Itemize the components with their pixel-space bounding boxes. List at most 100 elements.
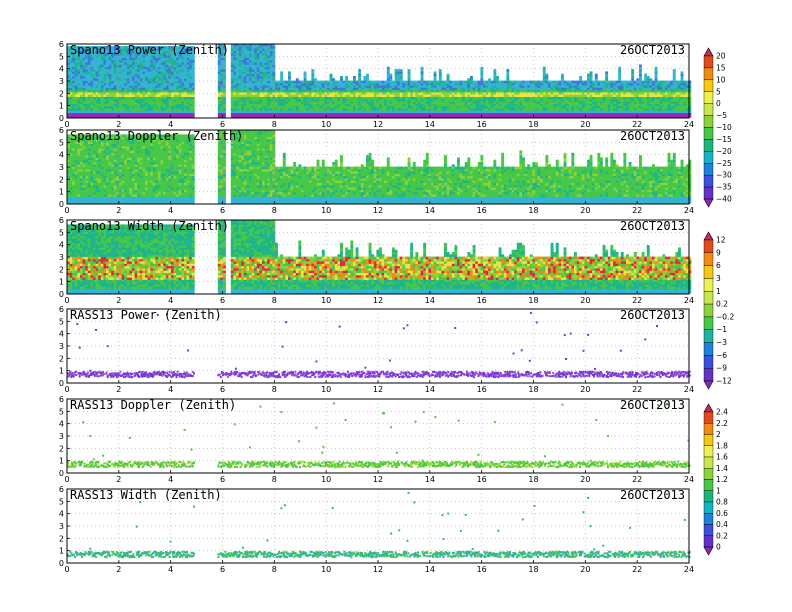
heatmap-cell	[316, 103, 320, 107]
heatmap-cell	[389, 101, 393, 104]
heatmap-cell	[119, 105, 122, 109]
heatmap-cell	[139, 57, 143, 61]
heatmap-cell	[353, 82, 356, 86]
heatmap-cell	[256, 59, 260, 63]
heatmap-cell	[428, 110, 432, 114]
heatmap-cell	[672, 94, 676, 97]
heatmap-cell	[384, 94, 388, 97]
heatmap-cell	[129, 55, 133, 58]
heatmap-cell	[618, 82, 622, 86]
heatmap-cell	[316, 115, 320, 118]
heatmap-cell	[293, 101, 297, 104]
heatmap-cell	[72, 82, 76, 86]
heatmap-cell	[423, 108, 427, 111]
heatmap-cell	[72, 175, 76, 179]
heatmap-cell	[423, 115, 427, 118]
heatmap-cell	[327, 85, 330, 88]
heatmap-cell	[587, 108, 590, 111]
heatmap-cell	[685, 115, 689, 118]
heatmap-cell	[108, 103, 112, 107]
heatmap-cell	[217, 59, 221, 63]
heatmap-cell	[620, 89, 624, 93]
heatmap-cell	[667, 92, 671, 95]
heatmap-cell	[113, 85, 117, 88]
heatmap-cell	[464, 110, 468, 114]
heatmap-cell	[384, 103, 388, 107]
heatmap-cell	[72, 66, 76, 70]
panel-date: 26OCT2013	[620, 43, 685, 57]
heatmap-cell	[597, 94, 601, 97]
heatmap-cell	[522, 101, 525, 104]
heatmap-cell	[217, 50, 221, 54]
heatmap-cell	[397, 78, 401, 81]
heatmap-cell	[472, 112, 476, 116]
heatmap-cell	[103, 48, 107, 51]
heatmap-cell	[249, 101, 252, 104]
heatmap-cell	[675, 103, 679, 107]
heatmap-cell	[272, 53, 276, 56]
heatmap-cell	[327, 103, 330, 107]
heatmap-cell	[241, 78, 245, 81]
heatmap-cell	[558, 85, 562, 88]
heatmap-cell	[496, 87, 499, 91]
heatmap-cell	[441, 85, 445, 88]
heatmap-cell	[155, 46, 159, 49]
heatmap-cell	[272, 94, 276, 97]
heatmap-cell	[522, 82, 525, 86]
heatmap-cell	[69, 64, 73, 68]
heatmap-cell	[503, 112, 507, 116]
heatmap-cell	[139, 73, 143, 77]
heatmap-cell	[295, 110, 299, 114]
heatmap-cell	[108, 64, 112, 68]
heatmap-cell	[327, 96, 330, 100]
heatmap-cell	[568, 85, 572, 88]
heatmap-cell	[155, 64, 159, 68]
heatmap-cell	[150, 69, 154, 72]
heatmap-cell	[631, 96, 635, 100]
heatmap-cell	[72, 178, 76, 181]
heatmap-cell	[584, 110, 588, 114]
heatmap-cell	[631, 112, 635, 116]
heatmap-cell	[134, 103, 138, 107]
heatmap-cell	[77, 96, 81, 100]
heatmap-cell	[519, 87, 523, 91]
heatmap-cell	[399, 112, 403, 116]
heatmap-cell	[230, 89, 234, 93]
heatmap-cell	[275, 112, 278, 116]
heatmap-cell	[119, 46, 122, 49]
heatmap-cell	[171, 103, 174, 107]
heatmap-cell	[433, 99, 437, 102]
heatmap-cell	[678, 80, 681, 84]
heatmap-cell	[171, 55, 174, 58]
heatmap-cell	[256, 94, 260, 97]
heatmap-cell	[95, 108, 99, 111]
heatmap-cell	[243, 43, 247, 47]
heatmap-cell	[360, 115, 364, 118]
heatmap-cell	[267, 80, 271, 84]
heatmap-cell	[93, 57, 96, 61]
heatmap-cell	[230, 101, 234, 104]
heatmap-cell	[137, 94, 141, 97]
heatmap-cell	[329, 89, 333, 93]
heatmap-cell	[145, 55, 148, 58]
heatmap-cell	[550, 101, 554, 104]
heatmap-cell	[217, 101, 221, 104]
heatmap-cell	[576, 99, 580, 102]
heatmap-cell	[121, 55, 125, 58]
heatmap-cell	[139, 76, 143, 79]
heatmap-cell	[72, 201, 76, 204]
heatmap-cell	[116, 66, 120, 70]
heatmap-cell	[160, 62, 164, 65]
heatmap-cell	[254, 71, 258, 74]
heatmap-cell	[420, 82, 424, 86]
heatmap-cell	[147, 64, 151, 68]
heatmap-cell	[267, 115, 271, 118]
heatmap-cell	[641, 99, 645, 102]
heatmap-cell	[454, 101, 458, 104]
heatmap-cell	[618, 80, 622, 84]
heatmap-cell	[620, 99, 624, 102]
heatmap-cell	[254, 57, 258, 61]
heatmap-cell	[178, 80, 182, 84]
heatmap-cell	[639, 73, 642, 77]
heatmap-cell	[436, 105, 440, 109]
